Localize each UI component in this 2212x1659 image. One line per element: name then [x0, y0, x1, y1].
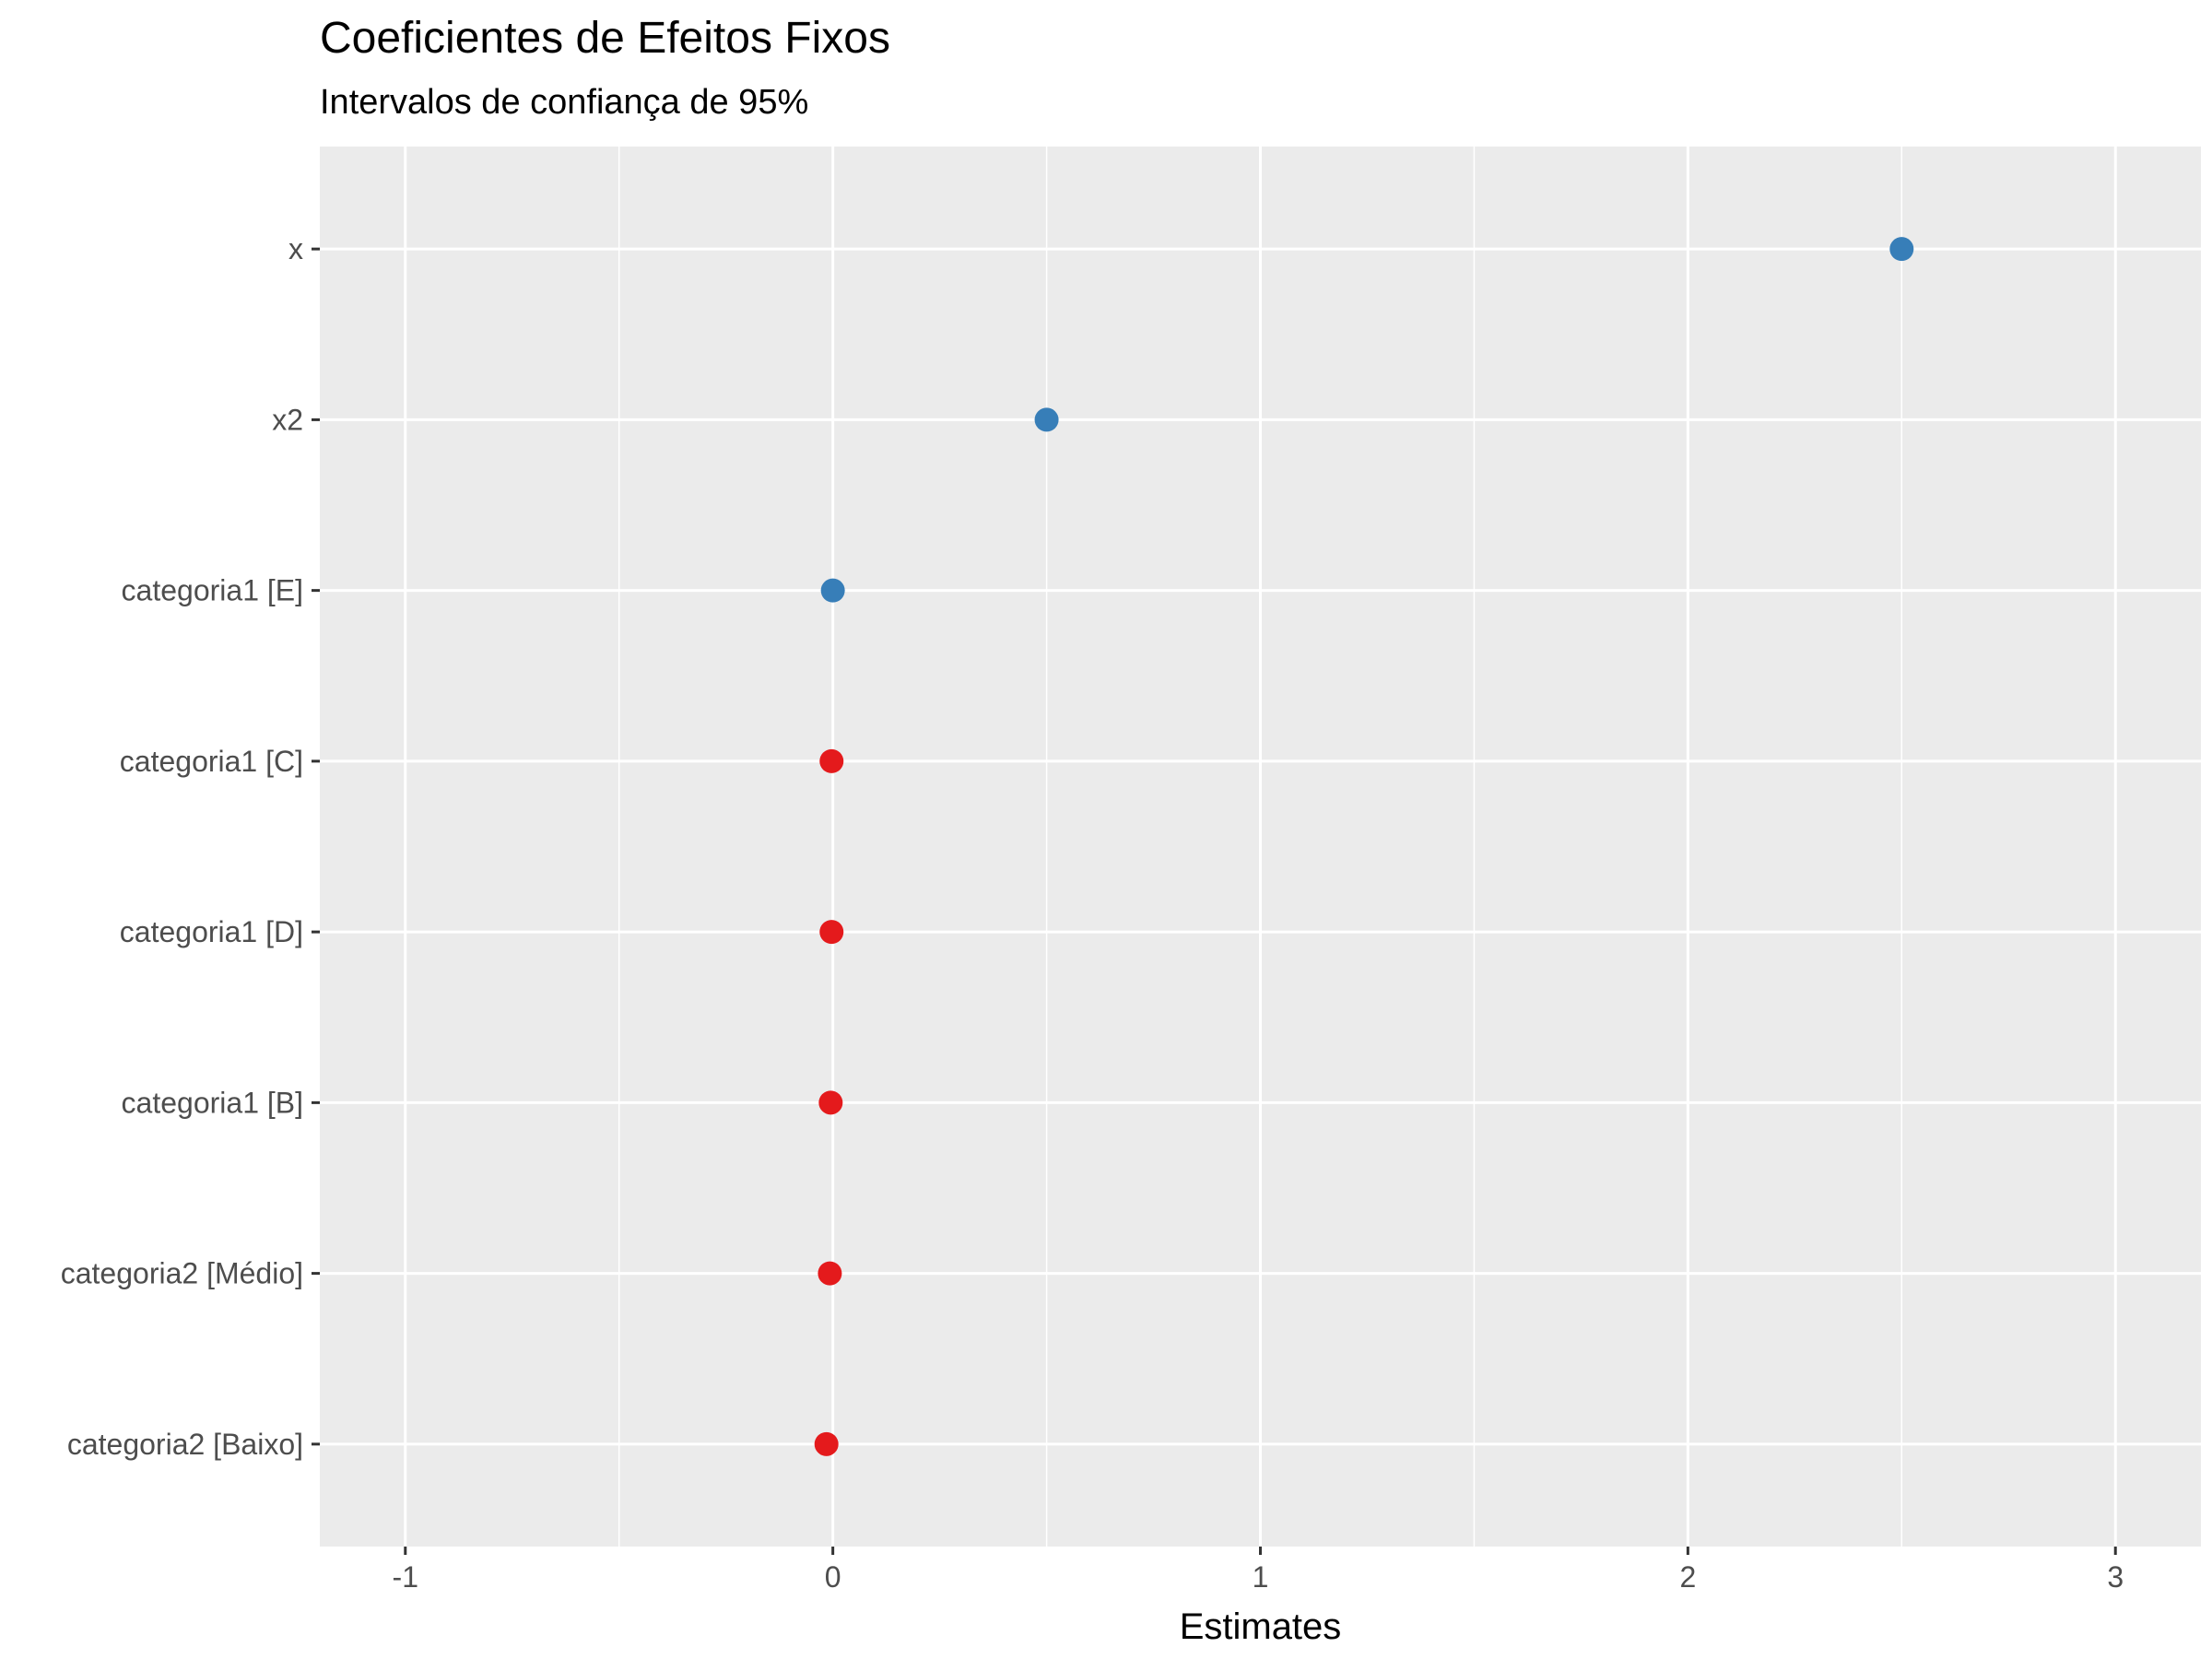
data-points	[814, 237, 1914, 1456]
x-tick-label: -1	[393, 1560, 418, 1594]
data-point	[820, 578, 845, 603]
axis-ticks: -1 0 1 2 3 x x2 categoria1 [E] categoria1 [C] cat…	[61, 232, 2124, 1594]
chart-subtitle: Intervalos de confiança de 95%	[320, 83, 809, 122]
data-point	[814, 1431, 839, 1456]
x-tick-label: 0	[825, 1560, 841, 1594]
data-point	[819, 920, 844, 945]
y-tick-label: x2	[272, 403, 303, 436]
y-tick-label: categoria1 [B]	[122, 1086, 303, 1119]
y-tick-label: x	[288, 232, 303, 265]
y-tick-label: categoria1 [C]	[120, 745, 303, 778]
data-point	[818, 1090, 843, 1115]
y-tick-label: categoria2 [Baixo]	[67, 1428, 303, 1461]
x-tick-label: 3	[2107, 1560, 2124, 1594]
data-point	[1889, 237, 1914, 262]
data-point	[818, 1261, 842, 1286]
grid-lines	[320, 147, 2201, 1547]
x-tick-label: 2	[1679, 1560, 1696, 1594]
y-tick-label: categoria1 [D]	[120, 915, 303, 948]
x-axis-title: Estimates	[1180, 1606, 1342, 1647]
y-tick-label: categoria2 [Médio]	[61, 1257, 303, 1290]
y-tick-label: categoria1 [E]	[122, 574, 303, 607]
x-tick-label: 1	[1253, 1560, 1269, 1594]
data-point	[819, 748, 844, 773]
chart-title: Coeficientes de Efeitos Fixos	[320, 14, 890, 63]
data-point	[1034, 407, 1059, 432]
